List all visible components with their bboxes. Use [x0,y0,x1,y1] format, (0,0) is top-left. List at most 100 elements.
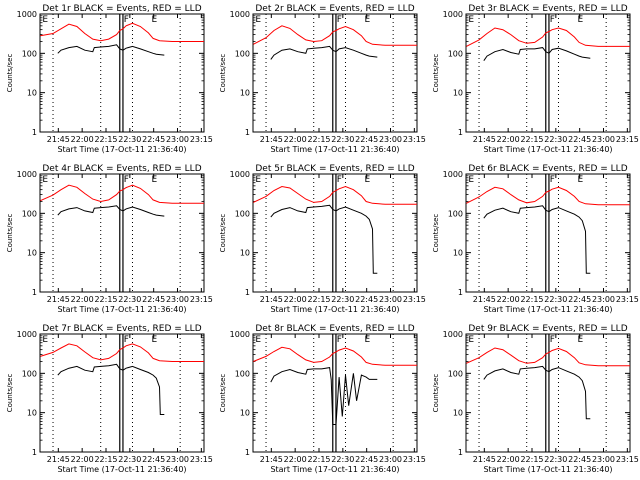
y-axis-label: Counts/sec [432,374,440,413]
x-tick-label: 21:45 [473,455,496,464]
y-tick-label: 1000 [443,330,463,339]
x-tick-label: 22:30 [118,455,141,464]
x-axis-label: Start Time (17-Oct-11 21:36:40) [57,465,186,474]
lld-series-line [253,185,417,205]
x-tick-label: 22:30 [331,295,354,304]
x-tick-label: 23:00 [592,295,615,304]
x-tick-label: 21:45 [47,455,70,464]
y-tick-label: 1000 [230,10,250,19]
y-tick-label: 100 [448,49,463,58]
x-tick-label: 22:00 [284,135,307,144]
x-tick-label: 22:30 [331,455,354,464]
marker-label: F [550,335,555,345]
marker-label: F [550,175,555,185]
y-tick-label: 100 [235,49,250,58]
events-series-line [57,363,165,415]
marker-label: E [365,175,371,185]
marker-label: E [468,15,474,25]
marker-label: E [42,335,48,345]
plot-frame [39,13,205,133]
x-tick-label: 22:00 [497,455,520,464]
x-tick-label: 22:30 [544,135,567,144]
marker-label: E [255,335,261,345]
lld-series-line [253,346,417,366]
x-axis-label: Start Time (17-Oct-11 21:36:40) [483,145,612,154]
x-axis-label: Start Time (17-Oct-11 21:36:40) [57,305,186,314]
y-tick-label: 1000 [443,170,463,179]
events-series-line [270,367,378,425]
events-series-line [483,205,591,274]
x-tick-label: 22:45 [142,295,165,304]
x-tick-label: 21:45 [260,455,283,464]
x-tick-label: 22:15 [94,135,117,144]
y-tick-label: 1 [245,448,250,457]
chart-title: Det 2r BLACK = Events, RED = LLD [255,4,414,14]
y-tick-label: 10 [453,249,463,258]
events-series-line [57,205,165,217]
marker-label: E [468,335,474,345]
lld-series-line [466,186,630,206]
plot-frame [252,13,418,133]
y-axis-label: Counts/sec [219,214,227,253]
y-tick-label: 1 [32,448,37,457]
chart-title: Det 6r BLACK = Events, RED = LLD [468,164,627,174]
plot-frame [252,333,418,453]
plot-frame [39,333,205,453]
x-tick-label: 23:00 [166,135,189,144]
y-tick-label: 10 [453,89,463,98]
y-tick-label: 1000 [17,10,37,19]
x-tick-label: 22:45 [568,135,591,144]
chart-title: Det 9r BLACK = Events, RED = LLD [468,324,627,334]
x-tick-label: 23:15 [190,295,213,304]
x-tick-label: 22:30 [544,455,567,464]
x-tick-label: 21:45 [47,135,70,144]
x-tick-label: 22:45 [355,295,378,304]
x-axis-label: Start Time (17-Oct-11 21:36:40) [483,305,612,314]
x-tick-label: 22:30 [118,135,141,144]
marker-label: E [255,175,261,185]
y-tick-label: 1 [458,448,463,457]
x-tick-label: 22:15 [520,455,543,464]
y-tick-label: 10 [240,89,250,98]
chart-title: Det 1r BLACK = Events, RED = LLD [42,4,201,14]
marker-label: E [468,175,474,185]
y-tick-label: 1 [458,128,463,137]
x-tick-label: 22:15 [520,135,543,144]
x-axis-label: Start Time (17-Oct-11 21:36:40) [270,305,399,314]
y-axis-label: Counts/sec [432,54,440,93]
y-tick-label: 100 [235,369,250,378]
y-tick-label: 1000 [17,170,37,179]
lld-series-line [466,27,630,47]
x-tick-label: 21:45 [260,135,283,144]
marker-label: F [124,15,129,25]
x-tick-label: 21:45 [473,135,496,144]
y-tick-label: 10 [453,409,463,418]
x-tick-label: 22:00 [497,295,520,304]
y-axis-label: Counts/sec [6,374,14,413]
x-tick-label: 23:15 [190,455,213,464]
plot-frame [465,13,631,133]
x-tick-label: 22:30 [544,295,567,304]
y-tick-label: 100 [22,209,37,218]
x-tick-label: 22:45 [568,455,591,464]
x-tick-label: 22:45 [142,135,165,144]
plot-frame [465,333,631,453]
lld-series-line [40,184,204,204]
marker-label: E [578,175,584,185]
y-axis-label: Counts/sec [219,374,227,413]
x-tick-label: 23:00 [379,455,402,464]
y-tick-label: 1000 [230,170,250,179]
marker-label: F [337,175,342,185]
chart-title: Det 8r BLACK = Events, RED = LLD [255,324,414,334]
y-tick-label: 100 [235,209,250,218]
x-tick-label: 22:00 [284,295,307,304]
x-tick-label: 23:15 [403,135,426,144]
marker-label: F [337,335,342,345]
